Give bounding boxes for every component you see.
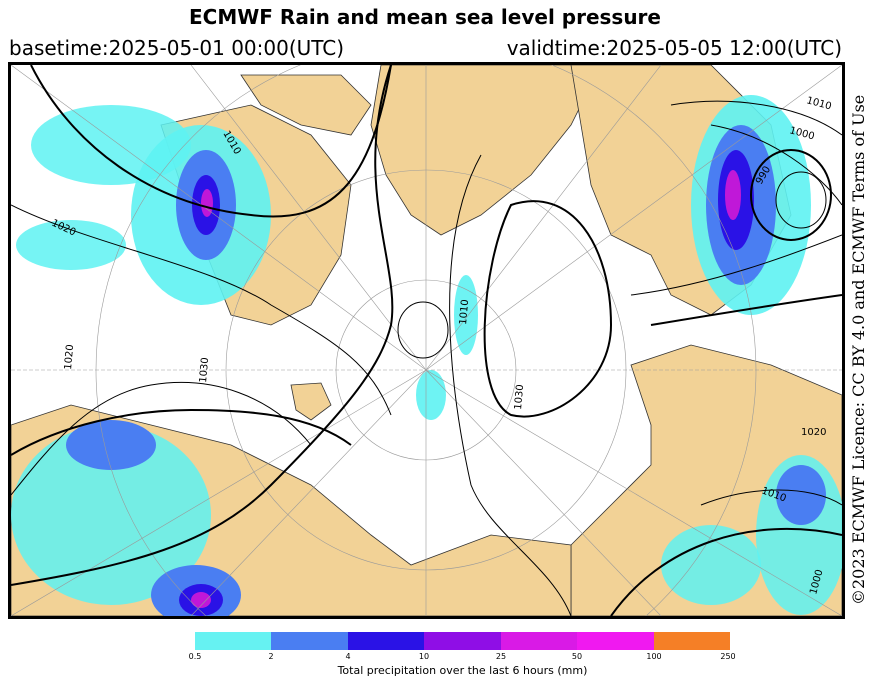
isobar-label: 1020 [63,344,76,370]
isobar-label: 1010 [805,95,832,112]
colorbar-segment [347,632,425,650]
colorbar-caption: Total precipitation over the last 6 hour… [337,664,588,677]
map-canvas: 1010 1000 990 1020 1010 1020 1010 1000 1… [11,65,842,616]
isobar-label: 1010 [458,299,471,325]
isobar-label: 1030 [513,384,526,410]
colorbar-tick: 100 [646,652,662,661]
colorbar-tick: 4 [345,652,351,661]
isobar-layer [11,65,842,616]
precipitation-colorbar [195,632,730,650]
isobar-label: 1020 [801,427,826,438]
svalbard-landmass [290,382,332,421]
isobar-label: 1030 [198,357,211,383]
colorbar-segment [500,632,578,650]
greenland-landmass [370,65,602,236]
map-title: ECMWF Rain and mean sea level pressure [189,5,661,29]
colorbar-segment [653,632,730,650]
canadian-archipelago-landmass [240,74,372,136]
colorbar-segment [271,632,348,650]
graticule-layer [11,65,842,616]
colorbar-segment [195,632,272,650]
colorbar-tick: 25 [495,652,507,661]
colorbar-tick: 10 [418,652,430,661]
map-panel[interactable]: 1010 1000 990 1020 1010 1020 1010 1000 1… [8,62,845,619]
colorbar-tick: 2 [268,652,274,661]
colorbar-segment [577,632,654,650]
validtime-label: validtime:2025-05-05 12:00(UTC) [506,36,842,60]
colorbar-segment [424,632,501,650]
colorbar-tick: 50 [571,652,583,661]
colorbar-tick: 0.5 [188,652,202,661]
basetime-label: basetime:2025-05-01 00:00(UTC) [9,36,345,60]
colorbar-tick: 250 [720,652,736,661]
licence-credit: ©2023 ECMWF Licence: CC BY 4.0 and ECMWF… [849,94,868,605]
